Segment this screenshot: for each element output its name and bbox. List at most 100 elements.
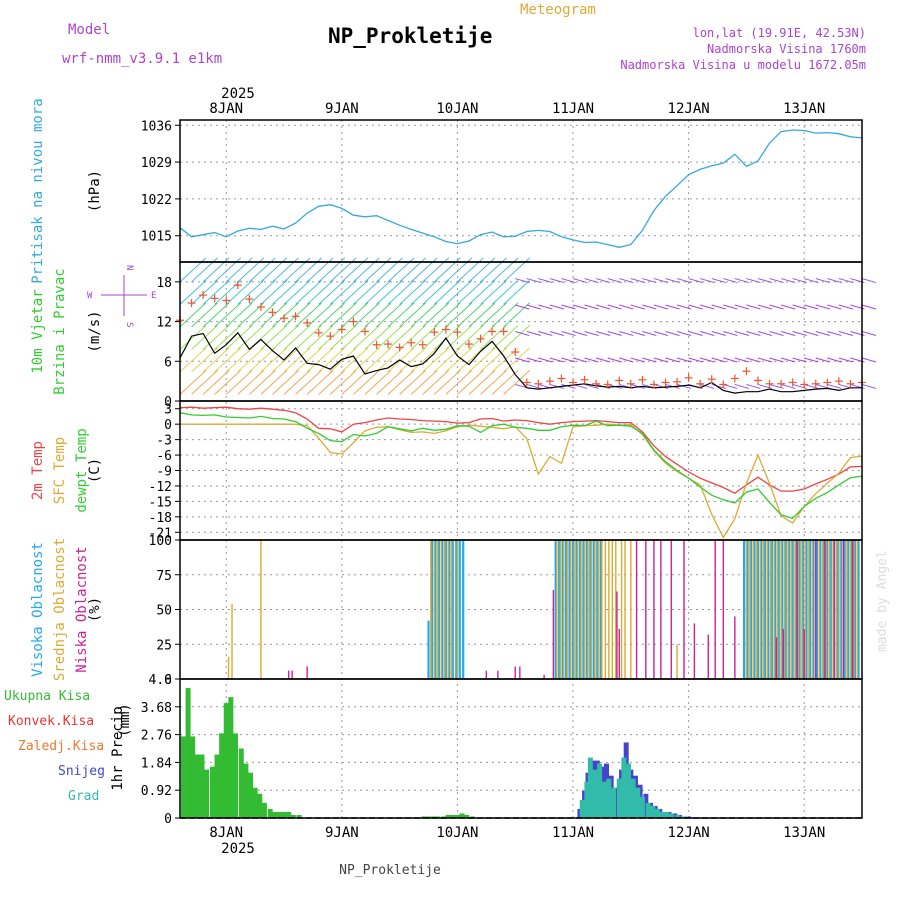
precip-bar [267, 808, 273, 818]
wind-barb [503, 302, 531, 328]
wind-barb [861, 383, 877, 389]
wind-barb [792, 304, 807, 310]
wind-barb [723, 383, 738, 389]
time-tick-bottom: 12JAN [668, 825, 710, 841]
precip-bar [587, 757, 593, 818]
wind-barb [387, 325, 415, 350]
wind-barb [792, 278, 807, 284]
wind-barb [410, 279, 438, 305]
wind-barb [249, 302, 276, 328]
wind-barb [757, 304, 773, 310]
wind-barb [838, 331, 854, 336]
wind-barb [249, 347, 276, 373]
precip-bar [199, 754, 205, 818]
wind-barb [746, 278, 761, 284]
temperature-ytick-label: 0 [164, 418, 172, 433]
precip-bar [610, 787, 616, 818]
wind-barb [746, 357, 761, 363]
wind-barb [665, 357, 680, 363]
wind-barb [306, 302, 334, 328]
compass-south: S [124, 322, 134, 327]
wind-barb [526, 278, 541, 284]
temperature-series-line [179, 412, 863, 520]
wind-barb [734, 383, 749, 389]
wind-barb [665, 331, 680, 336]
precip-bar [272, 811, 278, 818]
wind-barb [410, 302, 438, 328]
wind-barb [665, 304, 680, 310]
clouds-ytick-label: 75 [156, 569, 172, 584]
wind-barb [538, 357, 553, 363]
wind-barb [318, 279, 346, 305]
wind-barb [329, 302, 357, 328]
wind-barb [422, 279, 450, 305]
wind-barb [746, 383, 761, 389]
clouds-ytick-label: 0 [164, 673, 172, 688]
wind-barb [630, 331, 645, 336]
wind-barb [653, 383, 669, 389]
time-tick-top: 8JAN [209, 101, 243, 117]
wind-barb [260, 347, 288, 373]
wind-barb [549, 278, 565, 284]
wind-barb [225, 279, 253, 305]
wind-barb [757, 357, 773, 363]
precip-bar [228, 697, 234, 818]
wind-barb [433, 370, 461, 395]
wind-barb [827, 357, 842, 363]
wind-barb [260, 302, 288, 328]
time-tick-bottom: 13JAN [783, 825, 825, 841]
wind-barb [607, 357, 622, 363]
precip-bar [243, 763, 249, 818]
wind-barb [561, 357, 576, 363]
wind-mean-line [179, 331, 862, 394]
wind-barb [711, 331, 726, 336]
wind-barb [619, 357, 634, 363]
wind-barb [780, 331, 796, 336]
wind-barb [584, 357, 599, 363]
precip-bar [219, 733, 225, 818]
wind-barb [757, 278, 773, 284]
wind-barb [688, 331, 703, 336]
precip-bar [435, 816, 441, 818]
wind-barb [804, 278, 819, 284]
wind-barb [295, 302, 322, 328]
wind-barb [607, 304, 622, 310]
wind-barb [688, 357, 703, 363]
wind-barb [584, 278, 599, 284]
wind-barb [549, 304, 565, 310]
precip-bar [668, 813, 674, 818]
precip-bar [209, 766, 215, 818]
precip-bar [621, 757, 627, 818]
wind-barb [595, 331, 611, 336]
wind-barb [792, 357, 807, 363]
wind-barb [353, 347, 380, 373]
wind-barb [387, 347, 415, 373]
legend-zaledj: Zaledj.Kisa [18, 739, 104, 754]
wind-barb [422, 370, 450, 395]
wind-barb [746, 331, 761, 336]
wind-barb [723, 304, 738, 310]
wind-barb [676, 331, 692, 336]
wind-barb [515, 357, 530, 363]
wind-barb [410, 325, 438, 350]
precip-bar [185, 688, 191, 818]
wind-barb [734, 304, 749, 310]
wind-barb [341, 279, 369, 305]
precip-bar [597, 763, 603, 818]
wind-barb [179, 279, 207, 305]
wind-barb [457, 325, 484, 350]
wind-barb [353, 279, 380, 305]
precip-bar [180, 736, 186, 818]
wind-barb [526, 304, 541, 310]
wind-barb [364, 347, 392, 373]
time-tick-bottom: 9JAN [325, 825, 359, 841]
precip-bar [579, 799, 585, 818]
wind-barb [700, 304, 715, 310]
clouds-ytick-label: 50 [156, 604, 172, 619]
temperature-unit: (C) [87, 458, 103, 483]
clouds-ylabel: Visoka Oblacnost [30, 542, 46, 677]
wind-barb [757, 331, 773, 336]
wind-ylabel: Brzina i Pravac [52, 268, 68, 394]
precip-panel-frame [179, 678, 863, 819]
wind-barb [619, 278, 634, 284]
